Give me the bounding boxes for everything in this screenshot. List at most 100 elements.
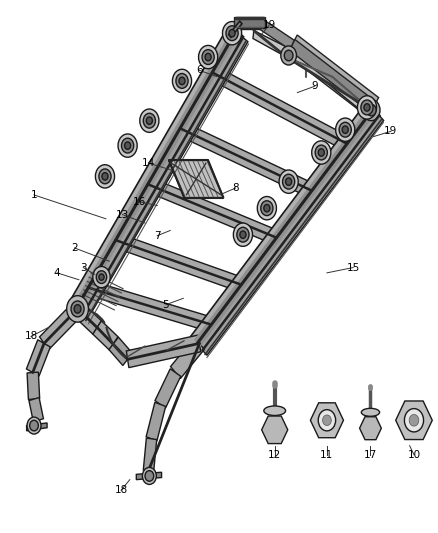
Text: 5: 5 [162, 300, 169, 310]
Polygon shape [290, 39, 376, 113]
Circle shape [30, 420, 39, 431]
Text: 4: 4 [54, 268, 60, 278]
Circle shape [357, 96, 377, 119]
Polygon shape [27, 372, 40, 399]
Polygon shape [143, 438, 157, 471]
Circle shape [237, 227, 249, 242]
Polygon shape [72, 28, 240, 313]
Circle shape [284, 50, 293, 61]
Text: 1: 1 [31, 190, 37, 200]
Circle shape [281, 46, 297, 65]
Polygon shape [27, 423, 47, 431]
Polygon shape [146, 402, 166, 441]
Circle shape [409, 415, 419, 426]
Text: 18: 18 [25, 332, 38, 342]
Polygon shape [287, 35, 378, 117]
Polygon shape [114, 233, 243, 292]
Circle shape [27, 417, 41, 434]
Circle shape [318, 410, 336, 431]
Polygon shape [169, 160, 223, 198]
Text: 11: 11 [320, 450, 334, 460]
Circle shape [118, 134, 137, 157]
Circle shape [229, 29, 235, 37]
Polygon shape [126, 335, 201, 368]
Text: 19: 19 [384, 126, 398, 136]
Circle shape [99, 169, 111, 184]
Polygon shape [68, 25, 244, 316]
Circle shape [124, 142, 131, 149]
Text: 8: 8 [232, 183, 239, 193]
Circle shape [143, 114, 155, 128]
Circle shape [145, 471, 154, 481]
Circle shape [67, 296, 88, 322]
Polygon shape [237, 18, 260, 29]
Text: 15: 15 [346, 263, 360, 272]
Polygon shape [198, 110, 384, 356]
Circle shape [205, 53, 211, 61]
Circle shape [279, 170, 298, 193]
Ellipse shape [361, 408, 380, 416]
Circle shape [121, 138, 134, 153]
Circle shape [264, 205, 270, 212]
Polygon shape [26, 340, 50, 376]
Circle shape [283, 174, 295, 189]
Circle shape [261, 201, 273, 216]
Circle shape [142, 467, 156, 484]
Circle shape [336, 118, 355, 141]
Text: 16: 16 [133, 197, 146, 207]
Text: 12: 12 [268, 450, 281, 460]
Circle shape [202, 50, 214, 64]
Text: 14: 14 [142, 158, 155, 168]
Circle shape [93, 266, 110, 288]
Circle shape [404, 409, 424, 432]
Circle shape [173, 69, 191, 93]
Circle shape [198, 45, 218, 69]
Circle shape [257, 197, 276, 220]
Circle shape [226, 26, 238, 41]
Circle shape [140, 109, 159, 132]
Circle shape [286, 178, 292, 185]
Circle shape [339, 122, 351, 137]
Text: 3: 3 [80, 263, 87, 272]
Polygon shape [77, 33, 248, 321]
Circle shape [342, 126, 348, 133]
Circle shape [367, 104, 376, 116]
Circle shape [322, 415, 331, 425]
Polygon shape [29, 398, 43, 422]
Polygon shape [146, 177, 279, 245]
Circle shape [363, 100, 380, 120]
Polygon shape [253, 30, 369, 115]
Polygon shape [39, 302, 82, 350]
Polygon shape [229, 21, 242, 37]
Ellipse shape [264, 406, 286, 416]
Circle shape [71, 301, 84, 317]
Polygon shape [234, 17, 265, 28]
Circle shape [364, 104, 370, 111]
Text: 9: 9 [311, 81, 318, 91]
Text: 2: 2 [71, 243, 78, 253]
Text: 7: 7 [154, 231, 160, 241]
Circle shape [315, 145, 327, 160]
Circle shape [99, 274, 104, 280]
Circle shape [312, 141, 331, 164]
Circle shape [240, 231, 246, 238]
Polygon shape [178, 122, 314, 198]
Circle shape [102, 173, 108, 180]
Circle shape [179, 77, 185, 85]
Polygon shape [136, 472, 162, 480]
Polygon shape [109, 337, 132, 366]
Circle shape [318, 149, 324, 156]
Polygon shape [170, 337, 205, 378]
Text: 6: 6 [196, 66, 203, 75]
Text: 17: 17 [364, 450, 377, 460]
Polygon shape [87, 280, 213, 332]
Text: 10: 10 [407, 450, 420, 460]
Circle shape [95, 165, 115, 188]
Circle shape [74, 305, 81, 313]
Circle shape [233, 223, 253, 246]
Circle shape [223, 21, 242, 45]
Polygon shape [191, 101, 380, 351]
Polygon shape [210, 66, 350, 150]
Circle shape [361, 100, 373, 115]
Circle shape [146, 117, 152, 124]
